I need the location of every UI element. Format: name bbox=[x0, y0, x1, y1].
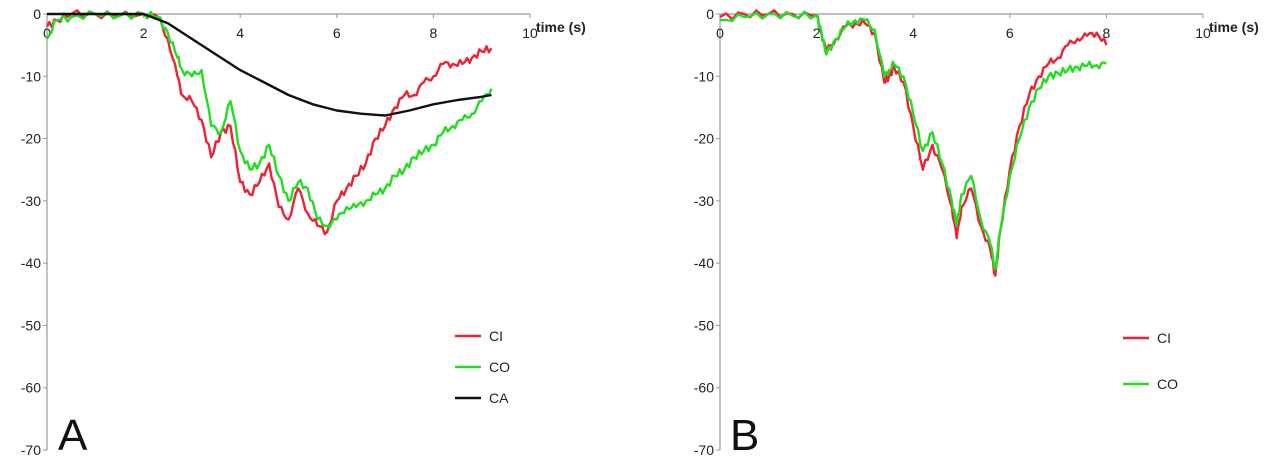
chart-0-y-tick-label: -10 bbox=[21, 68, 41, 84]
chart-0-y-tick-label: -50 bbox=[21, 317, 41, 333]
chart-1-x-tick-label: 10 bbox=[1195, 25, 1211, 41]
chart-1-y-tick-label: -20 bbox=[694, 131, 714, 147]
chart-1-series-ci bbox=[719, 9, 1108, 277]
chart-1-legend-label-ci: CI bbox=[1157, 330, 1171, 346]
chart-0-legend-label-co: CO bbox=[489, 359, 510, 375]
chart-0-panel-label: A bbox=[58, 411, 88, 460]
chart-0-y-tick-label: -30 bbox=[21, 193, 41, 209]
chart-1-x-tick-label: 0 bbox=[716, 25, 724, 41]
chart-0-y-tick-label: -40 bbox=[21, 255, 41, 271]
chart-1-x-tick-label: 2 bbox=[813, 25, 821, 41]
chart-0-x-tick-label: 10 bbox=[522, 25, 538, 41]
chart-1-panel-label: B bbox=[730, 411, 759, 460]
chart-1-series-co bbox=[719, 10, 1107, 271]
chart-0-y-tick-label: -70 bbox=[21, 442, 41, 458]
chart-0-legend-label-ca: CA bbox=[489, 390, 509, 406]
chart-0-series-ca bbox=[47, 12, 492, 117]
chart-0-series-co bbox=[45, 10, 493, 229]
chart-0-x-tick-label: 2 bbox=[140, 25, 148, 41]
chart-1-y-tick-label: 0 bbox=[706, 6, 714, 22]
chart-0-y-tick-label: 0 bbox=[33, 6, 41, 22]
chart-1-legend-label-co: CO bbox=[1157, 376, 1178, 392]
chart-1-x-tick-label: 8 bbox=[1103, 25, 1111, 41]
chart-1-y-tick-label: -70 bbox=[694, 442, 714, 458]
chart-0-x-axis-title: time (s) bbox=[536, 19, 586, 35]
chart-0-x-tick-label: 8 bbox=[430, 25, 438, 41]
chart-0-legend-label-ci: CI bbox=[489, 328, 503, 344]
chart-1-y-tick-label: -60 bbox=[694, 380, 714, 396]
chart-0-y-tick-label: -60 bbox=[21, 380, 41, 396]
chart-0-x-tick-label: 6 bbox=[333, 25, 341, 41]
chart-1-y-tick-label: -40 bbox=[694, 255, 714, 271]
chart-0-x-tick-label: 0 bbox=[43, 25, 51, 41]
chart-0-x-tick-label: 4 bbox=[236, 25, 244, 41]
chart-1-x-tick-label: 6 bbox=[1006, 25, 1014, 41]
chart-1-y-tick-label: -10 bbox=[694, 68, 714, 84]
chart-1-x-tick-label: 4 bbox=[909, 25, 917, 41]
chart-0-y-tick-label: -20 bbox=[21, 131, 41, 147]
chart-0-series-ci bbox=[45, 9, 493, 236]
chart-1-x-axis-title: time (s) bbox=[1209, 19, 1259, 35]
chart-1-y-tick-label: -30 bbox=[694, 193, 714, 209]
chart-1-y-tick-label: -50 bbox=[694, 317, 714, 333]
